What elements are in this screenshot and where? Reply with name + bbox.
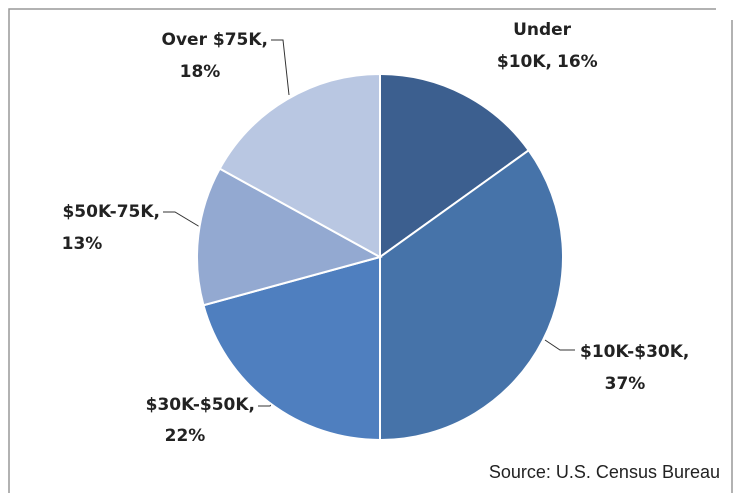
pie-slice (379, 72, 531, 259)
category-label: $50K-75K, (62, 202, 160, 222)
category-label: $10K-$30K, (580, 342, 689, 362)
source: Source: U.S. Census Bureau (489, 462, 720, 482)
category-label: Over $75K, (162, 30, 268, 50)
value-label: 18% (180, 62, 221, 82)
category-label: Under $10K, (497, 20, 577, 72)
leader-line (163, 211, 206, 231)
pie-slice (202, 255, 381, 442)
pie-slice (379, 148, 564, 442)
leader-line (271, 39, 290, 96)
category-label: $30K-$50K, (146, 395, 255, 415)
value-label: 37% (605, 374, 646, 394)
value-label: 22% (165, 426, 206, 446)
value-label: 13% (62, 234, 103, 254)
pie-slice (218, 72, 381, 259)
value-label: 16% (557, 52, 598, 72)
frame (8, 8, 733, 493)
leader-line (544, 339, 575, 351)
pie-slice (196, 167, 383, 307)
